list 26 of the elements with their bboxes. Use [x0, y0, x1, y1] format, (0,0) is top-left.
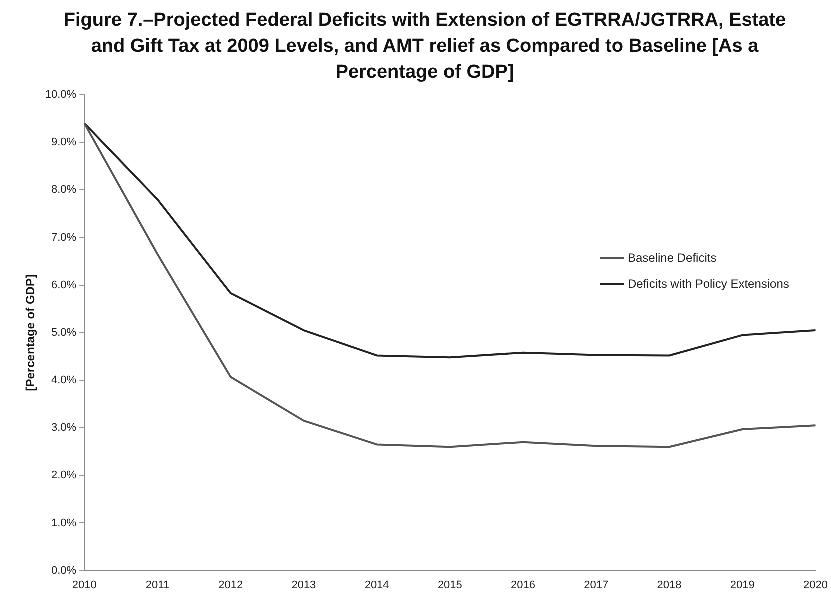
- y-tick-label: 4.0%: [52, 374, 77, 387]
- x-tick-label: 2011: [146, 579, 170, 592]
- y-tick-label: 9.0%: [52, 136, 77, 149]
- y-tick-label: 10.0%: [45, 89, 77, 102]
- x-tick-label: 2012: [218, 579, 244, 592]
- y-tick-label: 1.0%: [52, 517, 77, 530]
- y-tick-label: 0.0%: [52, 564, 77, 577]
- y-tick-label: 6.0%: [52, 279, 77, 292]
- y-tick-label: 2.0%: [52, 470, 77, 482]
- legend-label: Deficits with Policy Extensions: [628, 277, 790, 291]
- y-tick-label: 8.0%: [52, 184, 77, 196]
- x-tick-label: 2015: [438, 579, 462, 592]
- y-tick-label: 5.0%: [52, 326, 77, 339]
- x-tick-label: 2013: [292, 579, 316, 592]
- x-tick-label: 2016: [511, 579, 536, 592]
- x-tick-label: 2020: [804, 579, 828, 592]
- chart-title: Figure 7.–Projected Federal Deficits with Extension of EGTRRA/JGTRRA, Estate and Gift Tax at 2009 Levels, and AMT relief as Compared to Baseline [As a Percentage of GDP]: [62, 9, 788, 85]
- y-tick-label: 7.0%: [52, 232, 77, 244]
- y-tick-label: 3.0%: [52, 422, 77, 434]
- legend-label: Baseline Deficits: [628, 251, 717, 265]
- x-tick-label: 2018: [657, 579, 682, 592]
- x-tick-label: 2019: [730, 579, 755, 592]
- x-tick-label: 2010: [72, 579, 97, 592]
- x-tick-label: 2014: [364, 579, 390, 592]
- y-axis-title: [Percentage of GDP]: [24, 274, 38, 392]
- x-tick-label: 2017: [584, 579, 609, 592]
